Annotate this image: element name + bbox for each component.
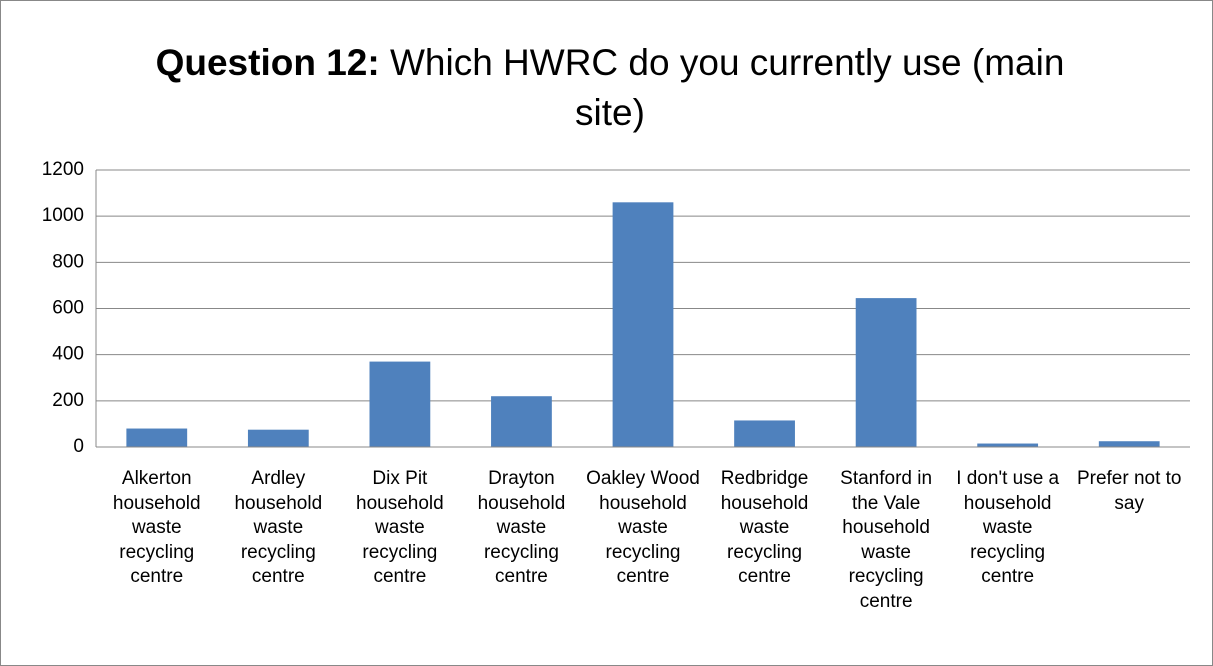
y-tick-label: 800 bbox=[52, 251, 84, 272]
bar bbox=[126, 428, 188, 447]
y-tick-label: 1200 bbox=[42, 159, 84, 180]
title-text: Which HWRC do you currently use (main si… bbox=[389, 42, 1065, 133]
x-tick-label: Oakley Wood household waste recycling ce… bbox=[586, 468, 700, 587]
bar bbox=[369, 361, 431, 447]
bar bbox=[247, 429, 309, 447]
x-tick-label: Dix Pit household waste recycling centre bbox=[356, 468, 444, 587]
bar bbox=[1098, 441, 1160, 447]
x-tick-label: Stanford in the Vale household waste rec… bbox=[840, 468, 933, 612]
y-tick-label: 1000 bbox=[42, 205, 84, 226]
bar bbox=[734, 420, 795, 447]
x-tick-label: Drayton household waste recycling centre bbox=[477, 468, 566, 587]
x-tick-label: Prefer not to say bbox=[1076, 468, 1182, 514]
bar bbox=[977, 443, 1039, 447]
x-tick-label: Ardley household waste recycling centre bbox=[234, 468, 323, 587]
bar bbox=[855, 298, 917, 447]
bar bbox=[491, 396, 552, 447]
title-lead: Question 12: bbox=[155, 42, 380, 83]
chart-title: Question 12: Which HWRC do you currently… bbox=[130, 38, 1090, 138]
y-tick-label: 0 bbox=[73, 436, 84, 457]
bar bbox=[612, 202, 674, 447]
x-tick-label: Alkerton household waste recycling centr… bbox=[112, 468, 201, 587]
y-tick-label: 400 bbox=[52, 344, 84, 365]
y-tick-label: 200 bbox=[52, 390, 84, 411]
x-tick-label: Redbridge household waste recycling cent… bbox=[720, 468, 809, 587]
x-tick-label: I don't use a household waste recycling … bbox=[956, 468, 1060, 587]
y-tick-label: 600 bbox=[52, 298, 84, 319]
